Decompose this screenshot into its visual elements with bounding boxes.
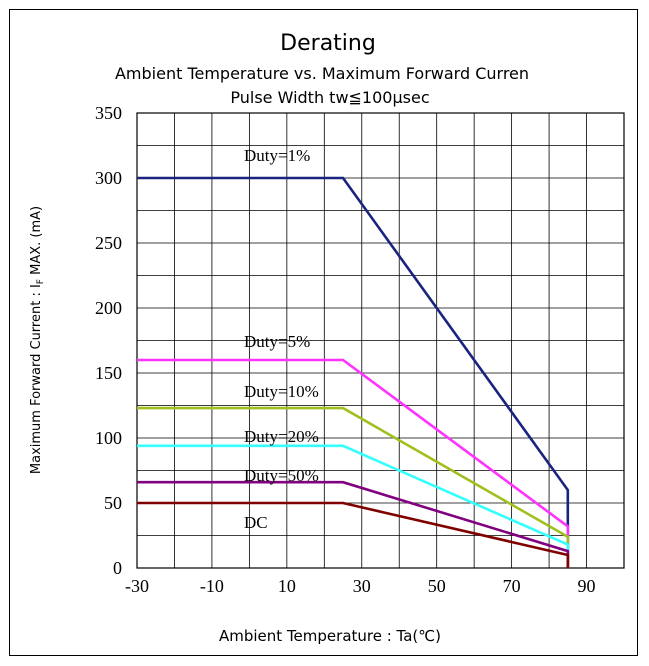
y-tick-label: 250 <box>95 233 122 253</box>
series-labels: Duty=1% Duty=5% Duty=10% Duty=20% Duty=50% DC <box>244 146 319 532</box>
series-line <box>137 444 570 568</box>
y-axis-label-subscript: F <box>36 279 46 284</box>
series-label: Duty=10% <box>244 382 319 401</box>
grid-lines <box>136 112 625 569</box>
y-axis-label: Maximum Forward Current : IF MAX. (mA) <box>29 206 46 474</box>
x-tick-label: 30 <box>353 576 371 596</box>
y-axis-label-prefix: Maximum Forward Current : I <box>29 284 44 474</box>
series-label: Duty=20% <box>244 427 319 446</box>
series-label: Duty=5% <box>244 332 310 351</box>
y-tick-label: 0 <box>113 558 122 578</box>
x-tick-label: -10 <box>200 576 224 596</box>
series-line <box>137 406 570 568</box>
chart-subtitle-2: Pulse Width tw≦100μsec <box>230 88 429 107</box>
y-tick-labels: 0 50 100 150 200 250 300 350 <box>95 103 122 578</box>
plot-border <box>136 112 625 569</box>
x-tick-label: 10 <box>278 576 296 596</box>
series-label: Duty=50% <box>244 466 319 485</box>
y-tick-label: 200 <box>95 298 122 318</box>
x-tick-labels: -30 -10 10 30 50 70 90 <box>125 576 596 596</box>
series-lines <box>137 176 570 568</box>
plot-area <box>136 112 625 569</box>
y-tick-label: 50 <box>104 493 122 513</box>
x-tick-label: 50 <box>428 576 446 596</box>
series-line <box>137 501 570 568</box>
series-label: Duty=1% <box>244 146 310 165</box>
series-line <box>137 358 570 568</box>
y-axis-label-suffix: MAX. (mA) <box>29 206 44 279</box>
y-tick-label: 150 <box>95 363 122 383</box>
chart-subtitle-1: Ambient Temperature vs. Maximum Forward … <box>115 64 529 83</box>
x-tick-label: 90 <box>578 576 596 596</box>
x-tick-label: -30 <box>125 576 149 596</box>
x-tick-label: 70 <box>503 576 521 596</box>
y-tick-label: 350 <box>95 103 122 123</box>
series-line <box>137 480 570 568</box>
x-axis-label: Ambient Temperature : Ta(℃) <box>219 627 441 645</box>
y-tick-label: 100 <box>95 428 122 448</box>
y-tick-label: 300 <box>95 168 122 188</box>
series-label: DC <box>244 513 268 532</box>
chart-title: Derating <box>280 31 376 56</box>
